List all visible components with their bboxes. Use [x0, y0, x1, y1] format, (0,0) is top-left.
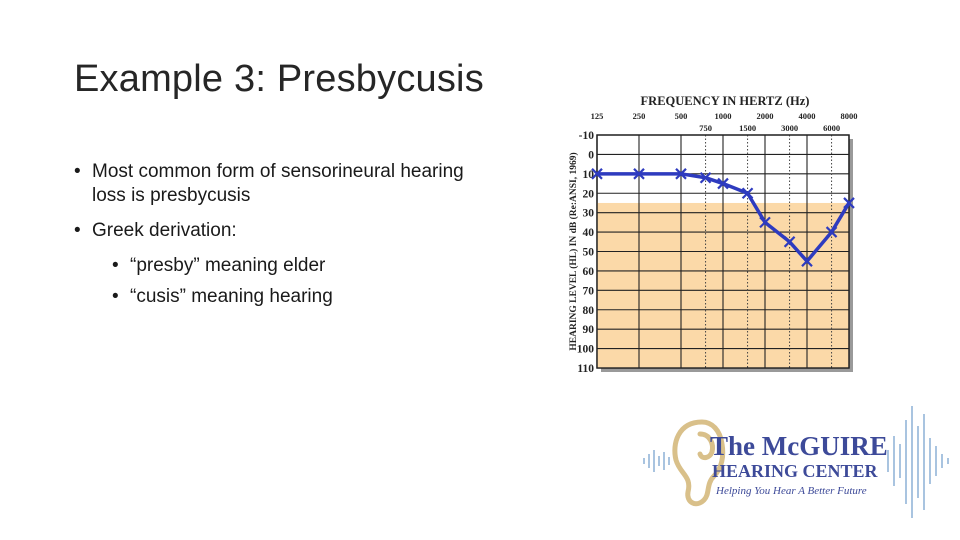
data-point-x-marker	[759, 216, 771, 229]
sub-bullet-item: “presby” meaning elder	[74, 254, 494, 278]
ear-icon	[672, 419, 726, 507]
data-point-x-marker	[717, 177, 729, 190]
y-tick-label: 60	[583, 266, 595, 278]
sub-bullet-item: “cusis” meaning hearing	[74, 285, 494, 309]
logo-line2: HEARING CENTER	[712, 461, 879, 481]
data-point-x-marker	[633, 168, 645, 180]
y-tick-label: 0	[588, 149, 594, 161]
audiogram-chart: FREQUENCY IN HERTZ (Hz)125 250 500 1000 2000…	[568, 94, 858, 375]
logo-line1: The McGUIRE	[710, 431, 888, 461]
x-tick-label: 125	[591, 111, 604, 121]
sound-wave-right	[887, 406, 949, 518]
x-tick-label-mid: 1500	[739, 123, 756, 133]
x-tick-label-mid: 3000	[781, 123, 798, 133]
slide-title: Example 3: Presbycusis	[74, 58, 484, 100]
x-tick-label-mid: 750	[699, 123, 712, 133]
data-point-x-marker	[699, 171, 712, 184]
y-tick-label: 100	[577, 344, 595, 356]
sub-bullet-list: “presby” meaning elder “cusis” meaning h…	[74, 254, 494, 309]
bullet-item: Most common form of sensorineural hearin…	[74, 160, 494, 208]
x-tick-label: 250	[633, 111, 646, 121]
bullet-item: Greek derivation:	[74, 219, 494, 243]
y-tick-label: 30	[583, 208, 595, 220]
x-tick-label: 500	[675, 111, 688, 121]
y-tick-label: 10	[583, 169, 595, 181]
plot-border	[596, 134, 850, 369]
y-tick-label: 20	[583, 188, 595, 200]
data-point-x-marker	[843, 197, 855, 209]
mcguire-logo: The McGUIRE HEARING CENTER Helping You H…	[643, 406, 949, 518]
bullet-item-group: Greek derivation: “presby” meaning elder…	[74, 219, 494, 309]
bullet-list: Most common form of sensorineural hearin…	[74, 160, 494, 316]
data-point-x-marker	[825, 226, 838, 238]
y-tick-label: 80	[583, 305, 595, 317]
y-tick-label: -10	[579, 130, 595, 142]
data-point-x-marker	[591, 168, 603, 180]
y-tick-label: 50	[583, 247, 595, 259]
data-point-x-marker	[801, 255, 813, 267]
y-axis-label: HEARING LEVEL (HL) IN dB (Re:ANSI, 1969)	[568, 152, 579, 350]
y-tick-label: 40	[583, 227, 595, 239]
x-tick-label: 1000	[715, 111, 732, 121]
y-tick-label: 90	[583, 324, 595, 336]
chart-title: FREQUENCY IN HERTZ (Hz)	[641, 94, 810, 108]
data-point-x-marker	[783, 236, 796, 248]
y-tick-label: 70	[583, 285, 595, 297]
x-tick-label: 4000	[799, 111, 816, 121]
x-tick-label-mid: 6000	[823, 123, 840, 133]
data-point-x-marker	[741, 187, 754, 200]
data-point-x-marker	[675, 168, 687, 180]
logo-tagline: Helping You Hear A Better Future	[715, 485, 867, 497]
x-tick-label: 2000	[757, 111, 774, 121]
x-tick-label: 8000	[841, 111, 858, 121]
y-tick-label: 110	[577, 363, 594, 375]
sound-wave-left	[643, 450, 670, 472]
